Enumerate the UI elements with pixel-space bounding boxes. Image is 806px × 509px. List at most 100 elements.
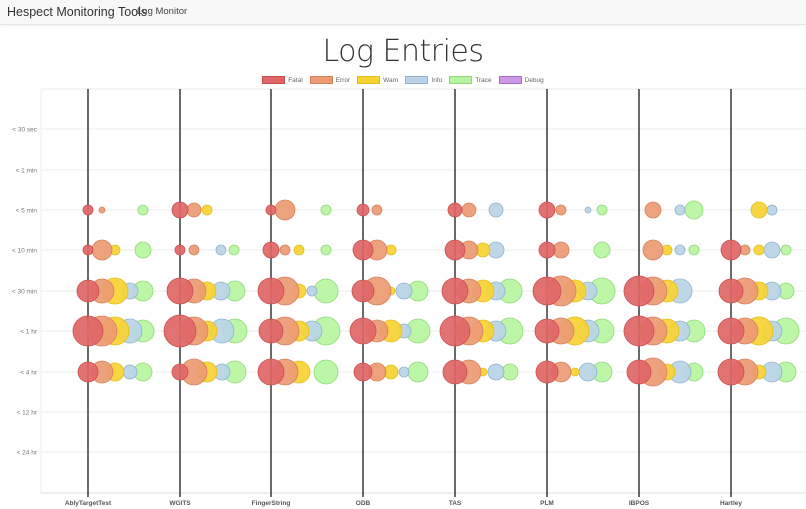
bubble-fatal[interactable]: [258, 318, 284, 344]
bubble-fatal[interactable]: [623, 275, 655, 307]
legend-item-warn[interactable]: Warn: [357, 76, 398, 84]
bubble-error[interactable]: [461, 202, 477, 218]
nav-link-log-monitor[interactable]: Log Monitor: [137, 6, 188, 17]
bubble-warn[interactable]: [293, 244, 305, 256]
bubble-trace[interactable]: [320, 244, 332, 256]
bubble-fatal[interactable]: [718, 278, 744, 304]
x-tick-label: ODB: [356, 500, 371, 507]
legend-swatch: [449, 76, 473, 84]
bubble-fatal[interactable]: [174, 244, 186, 256]
bubble-info[interactable]: [674, 244, 686, 256]
bubble-fatal[interactable]: [166, 277, 194, 305]
bubble-error[interactable]: [279, 244, 291, 256]
bubble-fatal[interactable]: [349, 317, 377, 345]
bubble-info[interactable]: [215, 244, 227, 256]
bubble-fatal[interactable]: [720, 239, 742, 261]
bubble-error[interactable]: [91, 239, 113, 261]
bubble-trace[interactable]: [320, 204, 332, 216]
bubble-error[interactable]: [644, 201, 662, 219]
bubble-fatal[interactable]: [538, 201, 556, 219]
y-tick-label: < 30 sec: [12, 127, 38, 134]
bubble-fatal[interactable]: [262, 241, 280, 259]
bubble-fatal[interactable]: [535, 360, 559, 384]
bubble-error[interactable]: [98, 206, 106, 214]
bubble-fatal[interactable]: [441, 277, 469, 305]
bubble-warn[interactable]: [570, 367, 580, 377]
legend-item-trace[interactable]: Trace: [449, 76, 492, 84]
bubble-warn[interactable]: [753, 244, 765, 256]
bubble-info[interactable]: [584, 206, 592, 214]
bubble-info[interactable]: [398, 366, 410, 378]
bubble-info[interactable]: [488, 202, 504, 218]
bubble-trace[interactable]: [228, 244, 240, 256]
legend-item-fatal[interactable]: Fatal: [262, 76, 303, 84]
bubble-error[interactable]: [739, 244, 751, 256]
legend-label: Trace: [475, 76, 492, 84]
bubble-fatal[interactable]: [447, 202, 463, 218]
bubble-fatal[interactable]: [351, 279, 375, 303]
bubble-info[interactable]: [578, 362, 598, 382]
bubble-error[interactable]: [188, 244, 200, 256]
bubble-fatal[interactable]: [532, 276, 562, 306]
bubble-fatal[interactable]: [538, 241, 556, 259]
bubble-fatal[interactable]: [82, 244, 94, 256]
legend-item-error[interactable]: Error: [309, 76, 350, 84]
bubble-info[interactable]: [122, 364, 138, 380]
bubble-trace[interactable]: [134, 241, 152, 259]
bubble-fatal[interactable]: [442, 359, 468, 385]
bubble-fatal[interactable]: [163, 314, 197, 348]
legend-item-debug[interactable]: Debug: [498, 76, 544, 84]
bubble-fatal[interactable]: [82, 204, 94, 216]
bubble-error[interactable]: [186, 202, 202, 218]
legend-label: Warn: [383, 76, 399, 84]
y-tick-label: < 1 hr: [20, 329, 38, 336]
bubble-fatal[interactable]: [171, 201, 189, 219]
bubble-trace[interactable]: [780, 244, 792, 256]
bubble-error[interactable]: [274, 199, 296, 221]
bubble-fatal[interactable]: [356, 203, 370, 217]
bubble-warn[interactable]: [201, 204, 213, 216]
bubble-fatal[interactable]: [72, 315, 104, 347]
bubble-fatal[interactable]: [76, 279, 100, 303]
bubble-fatal[interactable]: [353, 362, 373, 382]
bubble-trace[interactable]: [596, 204, 608, 216]
bubble-error[interactable]: [552, 241, 570, 259]
bubble-error[interactable]: [555, 204, 567, 216]
bubble-trace[interactable]: [313, 278, 339, 304]
bubble-fatal[interactable]: [623, 315, 655, 347]
bubble-fatal[interactable]: [444, 239, 466, 261]
bubble-warn[interactable]: [661, 244, 673, 256]
bubble-trace[interactable]: [684, 200, 704, 220]
bubble-warn[interactable]: [385, 244, 397, 256]
bubble-info[interactable]: [763, 241, 781, 259]
bubble-fatal[interactable]: [257, 277, 285, 305]
bubble-fatal[interactable]: [717, 317, 745, 345]
bubble-info[interactable]: [395, 282, 413, 300]
x-tick-label: Hartley: [720, 500, 742, 507]
bubble-trace[interactable]: [313, 359, 339, 385]
bubble-fatal[interactable]: [257, 358, 285, 386]
bubble-fatal[interactable]: [439, 315, 471, 347]
bubble-info[interactable]: [766, 204, 778, 216]
bubble-fatal[interactable]: [171, 363, 189, 381]
bubble-info[interactable]: [487, 363, 505, 381]
bubble-fatal[interactable]: [265, 204, 277, 216]
bubble-trace[interactable]: [137, 204, 149, 216]
bubble-fatal[interactable]: [352, 239, 374, 261]
bubble-fatal[interactable]: [626, 359, 652, 385]
bubble-warn[interactable]: [750, 201, 768, 219]
bubble-fatal[interactable]: [77, 361, 99, 383]
navbar: Hespect Monitoring Tools Log Monitor: [0, 0, 806, 25]
bubble-error[interactable]: [371, 204, 383, 216]
bubble-trace[interactable]: [593, 241, 611, 259]
brand-link[interactable]: Hespect Monitoring Tools: [7, 5, 148, 19]
bubble-error[interactable]: [642, 239, 664, 261]
legend-item-info[interactable]: Info: [405, 76, 442, 84]
bubble-fatal[interactable]: [717, 358, 745, 386]
bubble-trace[interactable]: [688, 244, 700, 256]
legend-swatch: [405, 76, 429, 84]
bubble-info[interactable]: [674, 204, 686, 216]
bubble-info[interactable]: [306, 285, 318, 297]
bubble-trace[interactable]: [407, 361, 429, 383]
bubble-fatal[interactable]: [534, 318, 560, 344]
